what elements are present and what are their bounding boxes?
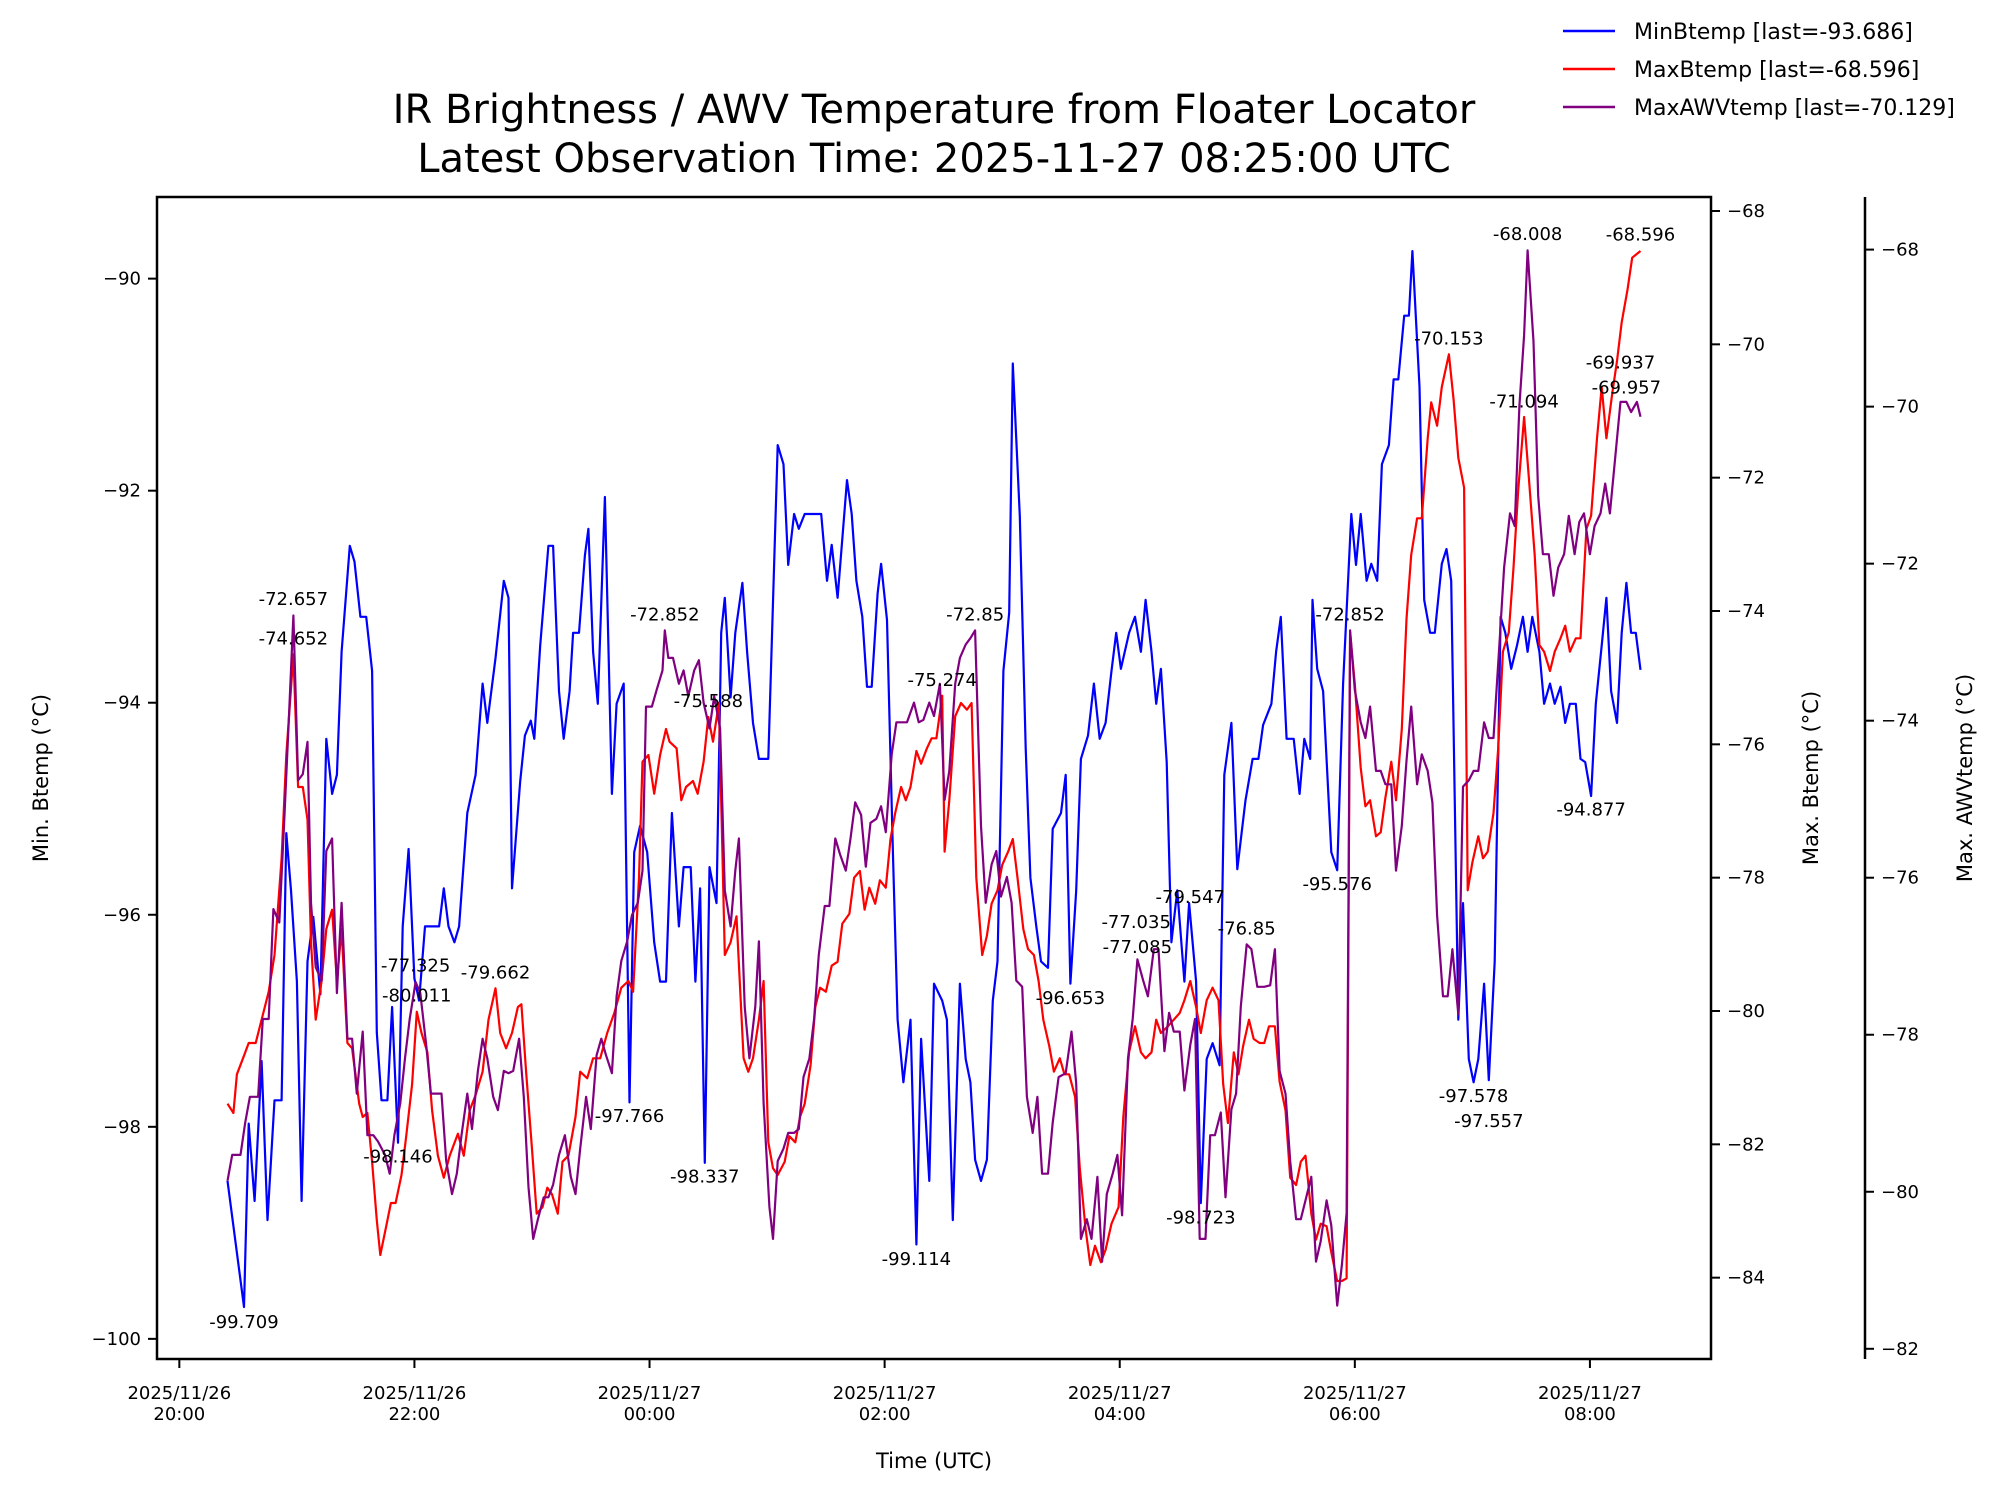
chart-title: IR Brightness / AWV Temperature from Flo… [393, 87, 1476, 133]
data-label: -94.877 [1556, 800, 1625, 821]
data-label: -72.85 [946, 604, 1004, 625]
data-label: -76.85 [1218, 918, 1276, 939]
y-tick-label-right1: −84 [1727, 1268, 1765, 1289]
y-tick-label-left: −96 [103, 905, 141, 926]
data-label: -70.153 [1414, 329, 1483, 350]
x-axis-label: Time (UTC) [875, 1449, 992, 1473]
data-label: -77.035 [1101, 912, 1170, 933]
data-label: -68.596 [1606, 225, 1675, 246]
y-tick-label-right1: −82 [1727, 1134, 1765, 1155]
x-tick-label-time: 04:00 [1094, 1404, 1146, 1425]
x-tick-label-date: 2025/11/27 [1068, 1383, 1172, 1404]
data-label: -98.723 [1166, 1207, 1235, 1228]
series-line-minbtemp [226, 250, 1642, 1309]
y-tick-label-right2: −82 [1881, 1339, 1919, 1360]
data-label: -99.114 [882, 1249, 951, 1270]
data-label: -68.008 [1493, 224, 1562, 245]
x-tick-label-time: 02:00 [859, 1404, 911, 1425]
legend-label-maxbtemp: MaxBtemp [last=-68.596] [1634, 58, 1919, 83]
data-label: -79.547 [1156, 887, 1225, 908]
x-tick-label-time: 06:00 [1329, 1404, 1381, 1425]
y-tick-label-right2: −78 [1881, 1025, 1919, 1046]
x-tick-label-date: 2025/11/27 [598, 1383, 702, 1404]
data-label: -97.557 [1454, 1111, 1523, 1132]
data-label: -97.766 [595, 1106, 664, 1127]
y-tick-label-left: −90 [103, 269, 141, 290]
legend-label-maxawvtemp: MaxAWVtemp [last=-70.129] [1634, 96, 1955, 121]
data-label: -72.657 [259, 589, 328, 610]
y-axis-label-right1: Max. Btemp (°C) [1799, 691, 1823, 865]
data-label: -72.852 [630, 605, 699, 626]
y-axis-label-right2: Max. AWVtemp (°C) [1953, 674, 1977, 882]
y-tick-label-right2: −72 [1881, 554, 1919, 575]
axes-layer: 2025/11/2620:002025/11/2622:002025/11/27… [92, 195, 1919, 1425]
data-label: -95.576 [1302, 874, 1371, 895]
y-tick-label-right2: −80 [1881, 1182, 1919, 1203]
data-label: -74.652 [259, 628, 328, 649]
x-tick-label-time: 08:00 [1564, 1404, 1616, 1425]
data-label: -97.578 [1439, 1086, 1508, 1107]
y-tick-label-left: −100 [92, 1329, 141, 1350]
y-axis-label-left: Min. Btemp (°C) [29, 694, 53, 862]
x-tick-label-date: 2025/11/27 [1303, 1383, 1407, 1404]
y-tick-label-right1: −74 [1727, 601, 1765, 622]
y-tick-label-right1: −76 [1727, 734, 1765, 755]
data-label: -72.852 [1315, 605, 1384, 626]
y-tick-label-right1: −80 [1727, 1001, 1765, 1022]
series-line-maxawvtemp [226, 249, 1642, 1307]
annotation-layer: -99.709 -72.657 -74.652 -77.325 -80.011 -79.6… [209, 224, 1675, 1333]
data-label: -75.274 [907, 670, 976, 691]
x-tick-label-date: 2025/11/27 [1538, 1383, 1642, 1404]
data-label: -96.653 [1036, 988, 1105, 1009]
series-layer [226, 249, 1642, 1309]
data-label: -99.709 [209, 1312, 278, 1333]
data-label: -77.085 [1103, 937, 1172, 958]
x-tick-label-time: 00:00 [624, 1404, 676, 1425]
data-label: -77.325 [381, 956, 450, 977]
y-tick-label-right1: −78 [1727, 868, 1765, 889]
legend: MinBtemp [last=-93.686] MaxBtemp [last=-… [1563, 20, 1955, 121]
y-tick-label-right2: −70 [1881, 397, 1919, 418]
y-tick-label-right1: −72 [1727, 468, 1765, 489]
y-tick-label-left: −98 [103, 1117, 141, 1138]
x-tick-label-time: 22:00 [388, 1404, 440, 1425]
chart-subtitle: Latest Observation Time: 2025-11-27 08:2… [417, 136, 1451, 182]
y-tick-label-right2: −68 [1881, 240, 1919, 261]
x-tick-label-date: 2025/11/26 [127, 1383, 231, 1404]
legend-label-minbtemp: MinBtemp [last=-93.686] [1634, 20, 1913, 45]
y-tick-label-left: −94 [103, 693, 141, 714]
y-tick-label-right2: −74 [1881, 711, 1919, 732]
x-tick-label-date: 2025/11/26 [363, 1383, 467, 1404]
y-tick-label-right1: −70 [1727, 334, 1765, 355]
data-label: -98.337 [670, 1167, 739, 1188]
y-tick-label-right1: −68 [1727, 201, 1765, 222]
data-label: -69.937 [1586, 352, 1655, 373]
data-label: -79.662 [461, 962, 530, 983]
y-tick-label-left: −92 [103, 481, 141, 502]
data-label: -98.146 [363, 1146, 432, 1167]
plot-frame [155, 195, 1713, 1361]
y-tick-label-right2: −76 [1881, 868, 1919, 889]
data-label: -80.011 [382, 986, 451, 1007]
series-line-maxbtemp [226, 250, 1642, 1283]
x-tick-label-time: 20:00 [153, 1404, 205, 1425]
data-label: -69.957 [1592, 377, 1661, 398]
data-label: -75.588 [674, 691, 743, 712]
x-tick-label-date: 2025/11/27 [833, 1383, 937, 1404]
data-label: -71.094 [1489, 391, 1558, 412]
